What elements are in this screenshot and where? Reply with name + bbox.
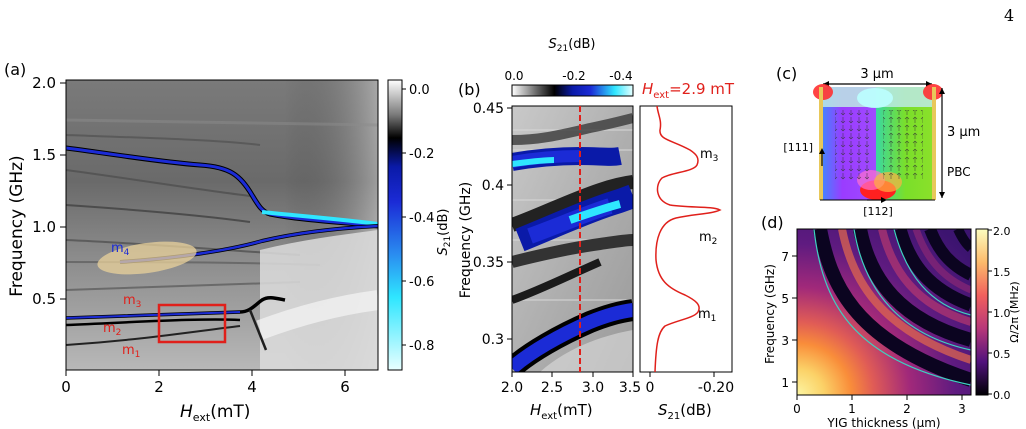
panel-b-xtick: 2.0 <box>501 380 523 396</box>
panel-d-ytick: 5 <box>781 292 789 306</box>
panel-b-spec-xtick: -0.20 <box>698 380 734 396</box>
panel-d-ytick: 7 <box>781 250 789 264</box>
panel-a-cbtick: -0.8 <box>409 339 434 354</box>
panel-a-colorbar <box>387 79 403 371</box>
panel-d-xtick: 2 <box>903 402 911 416</box>
panel-a-cbtick: -0.4 <box>409 211 434 226</box>
panel-d-colorbar <box>975 228 989 396</box>
panel-d-figure: 7 5 3 1 0 1 2 3 YIG thickness (μm) Frequ… <box>763 225 1021 429</box>
mode-label-m4: m4 <box>111 241 130 258</box>
panel-d-ytick: 1 <box>781 376 789 390</box>
panel-d-cbtick: 2.0 <box>993 225 1011 238</box>
panel-b-cbtick: 0.0 <box>504 69 523 83</box>
panel-a-ytick: 1.5 <box>32 146 56 164</box>
panel-a-xtick: 2 <box>154 378 164 396</box>
panel-a-ytick: 1.0 <box>32 218 56 236</box>
panel-b-ytick: 0.35 <box>473 255 504 271</box>
panel-a-ytick: 0.5 <box>32 290 56 308</box>
panel-b-mode-m1: m1 <box>698 307 716 324</box>
panel-d-heatmap <box>797 229 971 395</box>
mode-label-m3: m3 <box>123 293 141 310</box>
panel-c-domain-map <box>813 84 943 200</box>
panel-c-dir-horizontal: [112] <box>863 205 893 218</box>
panel-d-cbtick: 0.5 <box>993 348 1011 361</box>
panel-c-pbc-label: PBC <box>947 165 971 179</box>
panel-b-figure: S21(dB) 0.0 -0.2 -0.4 <box>458 37 735 422</box>
panel-b-ytick: 0.3 <box>482 332 504 348</box>
panel-d-xtick: 3 <box>958 402 966 416</box>
panel-d-cbtick: 1.0 <box>993 307 1011 320</box>
panel-b-colorbar-label: S21(dB) <box>548 37 595 54</box>
panel-d-ylabel: Frequency (GHz) <box>763 264 777 364</box>
panel-b-colorbar <box>511 84 634 97</box>
panel-d-xtick: 1 <box>848 402 856 416</box>
panel-c-width-label: 3 μm <box>860 67 893 82</box>
panel-a-figure: 2.0 1.5 1.0 0.5 0 2 4 6 Hext(mT) Frequen… <box>7 74 453 424</box>
panel-b-colormap <box>512 106 633 372</box>
panel-c-dir-vertical: [111] <box>783 141 813 154</box>
panel-a-ytick: 2.0 <box>32 74 56 92</box>
panel-b-xtick: 3.5 <box>619 380 641 396</box>
panel-b-mode-m2: m2 <box>699 230 717 247</box>
panel-d-cbtick: 0.0 <box>993 389 1011 402</box>
panel-b-hext-label: Hext=2.9 mT <box>642 80 735 101</box>
panel-d-cbtick: 1.5 <box>993 266 1011 279</box>
panel-b-ylabel: Frequency (GHz) <box>458 182 474 298</box>
panel-a-xlabel: Hext(mT) <box>180 402 250 424</box>
panel-a-xtick: 4 <box>247 378 257 396</box>
panel-b-spectrum-trace <box>654 105 722 373</box>
panel-c-height-label: 3 μm <box>947 125 980 140</box>
panel-d-ytick: 3 <box>781 334 789 348</box>
mode-label-m2: m2 <box>103 321 121 338</box>
panel-d-label: (d) <box>761 213 784 232</box>
panel-a-cbtick: -0.6 <box>409 275 434 290</box>
panel-d-xtick: 0 <box>793 402 801 416</box>
panel-b-spec-xtick: 0 <box>646 380 655 396</box>
panel-b-cbtick: -0.2 <box>562 69 585 83</box>
panel-d-xlabel: YIG thickness (μm) <box>826 416 940 429</box>
panel-c-label: (c) <box>776 64 798 83</box>
panel-a-ylabel: Frequency (GHz) <box>7 155 27 296</box>
panel-b-ytick: 0.4 <box>482 178 504 194</box>
panel-b-label: (b) <box>458 80 481 99</box>
panel-b-xlabel: Hext(mT) <box>530 401 593 422</box>
panel-a-ticks <box>60 82 346 376</box>
panel-d-colorbar-label: Ω/2π (MHz) <box>1008 281 1021 342</box>
panel-c-figure: 3 μm 3 μm PBC [111] [112] <box>783 67 980 218</box>
panel-b-ytick: 0.45 <box>473 101 504 117</box>
panel-a-colorbar-label: S21(dB) <box>436 208 453 255</box>
panel-a-xtick: 0 <box>61 378 71 396</box>
panel-b-xtick: 3.0 <box>582 380 604 396</box>
panel-b-xtick: 2.5 <box>541 380 563 396</box>
panel-a-label: (a) <box>4 60 27 79</box>
mode-label-m1: m1 <box>122 343 140 360</box>
panel-b-cbtick: -0.4 <box>609 69 632 83</box>
panel-b-mode-m3: m3 <box>700 147 718 164</box>
page-number: 4 <box>1004 6 1015 25</box>
panel-a-colormap <box>66 80 378 370</box>
panel-a-cbtick: 0.0 <box>409 83 430 98</box>
panel-a-cbtick: -0.2 <box>409 147 434 162</box>
panel-b-spec-xlabel: S21(dB) <box>658 401 712 422</box>
panel-b-spectrum-box <box>639 105 733 373</box>
panel-a-xtick: 6 <box>340 378 350 396</box>
